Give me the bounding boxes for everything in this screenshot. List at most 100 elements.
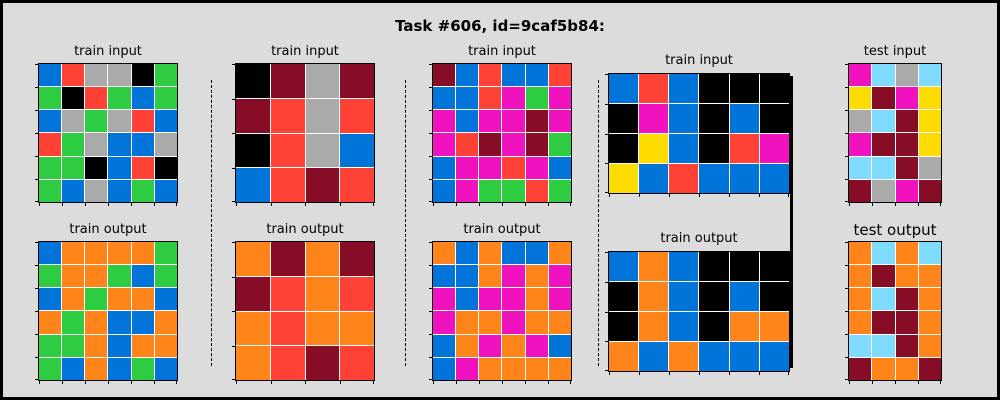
y-tick [429, 265, 433, 266]
grid-cell [548, 87, 571, 110]
grid-cell [456, 64, 479, 87]
y-tick [429, 156, 433, 157]
y-tick [232, 379, 236, 380]
x-tick [895, 202, 896, 206]
grid-cell [39, 64, 62, 87]
grid-cell [609, 134, 639, 163]
grid-cell [729, 74, 759, 103]
grid-panel [608, 73, 790, 194]
grid-cell [669, 252, 699, 281]
x-tick [271, 202, 272, 206]
panel-label: train input [271, 44, 339, 59]
y-tick [35, 201, 39, 202]
y-tick [845, 156, 849, 157]
grid-cell [525, 87, 548, 110]
grid-cell [340, 98, 374, 133]
grid-cell [270, 64, 305, 98]
grid-cell [108, 64, 131, 87]
x-tick [373, 202, 374, 206]
grid-cell [669, 104, 699, 133]
x-tick [729, 193, 730, 197]
grid-cell [502, 334, 525, 357]
x-tick [271, 380, 272, 384]
grid-cell [895, 133, 918, 156]
grid-cell [131, 242, 154, 265]
grid-cell [548, 265, 571, 288]
grid-cell [502, 357, 525, 380]
grid-cell [131, 179, 154, 202]
grid-cell [872, 133, 895, 156]
figure-title: Task #606, id=9caf5b84: [395, 17, 605, 35]
grid-cell [340, 311, 374, 346]
grid-cell [609, 312, 639, 341]
y-tick [605, 104, 609, 105]
x-tick [154, 202, 155, 206]
x-tick [456, 380, 457, 384]
grid-cell [270, 276, 305, 311]
grid-cell [918, 64, 941, 87]
grid-cell [479, 133, 502, 156]
y-tick [35, 133, 39, 134]
y-tick [232, 346, 236, 347]
grid-cell [456, 156, 479, 179]
grid-cell [456, 357, 479, 380]
grid-cell [525, 265, 548, 288]
grid-cell [39, 265, 62, 288]
y-tick [35, 110, 39, 111]
y-tick [232, 64, 236, 65]
grid-cell [699, 134, 729, 163]
grid-cell [108, 311, 131, 334]
grid-cell [85, 110, 108, 133]
grid-cell [305, 64, 340, 98]
x-tick [39, 202, 40, 206]
grid-cell [502, 311, 525, 334]
x-tick [639, 193, 640, 197]
grid-cell [609, 342, 639, 371]
y-tick [35, 357, 39, 358]
grid-cell [872, 110, 895, 133]
grid-cell [669, 74, 699, 103]
grid-cell [918, 334, 941, 357]
x-tick [570, 202, 571, 206]
grid-panel [848, 63, 942, 203]
x-tick [176, 202, 177, 206]
y-tick [35, 379, 39, 380]
y-tick [35, 288, 39, 289]
grid-cell [918, 179, 941, 202]
grid-cell [669, 134, 699, 163]
grid-cell [699, 342, 729, 371]
grid-panel [235, 63, 375, 203]
grid-cell [433, 334, 456, 357]
grid-cell [108, 357, 131, 380]
grid-cell [918, 87, 941, 110]
panel-label: train output [660, 231, 738, 246]
x-tick [548, 380, 549, 384]
y-tick [429, 288, 433, 289]
grid-cell [108, 110, 131, 133]
grid-cell [699, 252, 729, 281]
grid-cell [108, 242, 131, 265]
panel-label: train input [468, 44, 536, 59]
grid-cell [433, 64, 456, 87]
grid-cell [108, 265, 131, 288]
grid-cell [609, 104, 639, 133]
x-tick [699, 371, 700, 375]
y-tick [429, 379, 433, 380]
grid-cell [729, 104, 759, 133]
grid-cell [456, 265, 479, 288]
y-tick [605, 192, 609, 193]
grid-cell [39, 311, 62, 334]
grid-cell [62, 242, 85, 265]
grid-cell [895, 179, 918, 202]
x-tick [895, 380, 896, 384]
grid-cell [479, 87, 502, 110]
x-tick [62, 202, 63, 206]
x-tick [759, 371, 760, 375]
grid-cell [525, 179, 548, 202]
y-tick [605, 74, 609, 75]
y-tick [429, 179, 433, 180]
grid-cell [548, 110, 571, 133]
grid-panel [432, 241, 572, 381]
y-tick [845, 133, 849, 134]
x-tick [154, 380, 155, 384]
